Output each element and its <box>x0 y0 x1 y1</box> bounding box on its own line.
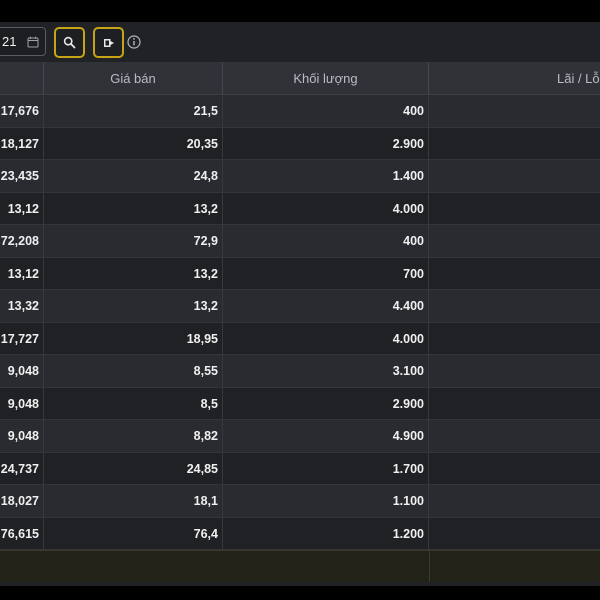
table-cell <box>429 225 600 257</box>
table-cell: 17,676 <box>0 95 44 127</box>
header-cell-sell-price[interactable]: Giá bán <box>44 62 223 95</box>
table-cell: 23,435 <box>0 160 44 192</box>
table-cell: 9,048 <box>0 420 44 452</box>
footer-separator <box>429 551 430 582</box>
table-cell: 13,2 <box>44 257 223 290</box>
table-cell <box>429 95 600 127</box>
header-cell-volume[interactable]: Khối lượng <box>223 62 429 95</box>
table-cell: 13,2 <box>44 290 223 322</box>
header-cell-profit-loss[interactable]: Lãi / Lỗ <box>557 71 600 86</box>
table-row[interactable]: 13,32 13,2 4.400 <box>0 290 600 323</box>
table-cell <box>429 323 600 355</box>
table-row[interactable]: 17,727 18,95 4.000 <box>0 322 600 355</box>
table-cell: 1.400 <box>223 160 429 192</box>
table-cell: 20,35 <box>44 127 223 160</box>
export-icon <box>103 38 114 47</box>
table-cell <box>429 258 600 290</box>
table-header: Giá bán Khối lượng Lãi / Lỗ <box>0 62 600 95</box>
table-cell <box>429 193 600 225</box>
table-row[interactable]: 9,048 8,82 4.900 <box>0 420 600 453</box>
table-row[interactable]: 9,048 8,55 3.100 <box>0 355 600 388</box>
table-cell <box>429 290 600 322</box>
table-cell: 18,1 <box>44 485 223 517</box>
table-cell: 2.900 <box>223 387 429 420</box>
table-cell: 8,5 <box>44 387 223 420</box>
table-cell: 3.100 <box>223 355 429 387</box>
table-cell: 9,048 <box>0 387 44 420</box>
date-value: 21 <box>2 34 17 49</box>
table-cell: 4.000 <box>223 322 429 355</box>
table-footer-row <box>0 550 600 582</box>
table-cell: 4.900 <box>223 420 429 452</box>
table-row[interactable]: 13,12 13,2 700 <box>0 257 600 290</box>
table-cell: 72,9 <box>44 225 223 257</box>
table-cell: 1.200 <box>223 517 429 550</box>
table-cell: 9,048 <box>0 355 44 387</box>
table-row[interactable]: 9,048 8,5 2.900 <box>0 387 600 420</box>
table-row[interactable]: 13,12 13,2 4.000 <box>0 192 600 225</box>
table-cell: 72,208 <box>0 225 44 257</box>
table-row[interactable]: 24,737 24,85 1.700 <box>0 452 600 485</box>
table-cell: 18,127 <box>0 127 44 160</box>
table-cell <box>429 453 600 485</box>
table-cell: 4.000 <box>223 192 429 225</box>
search-button[interactable] <box>54 27 85 58</box>
table-row[interactable]: 17,676 21,5 400 <box>0 95 600 128</box>
table-row[interactable]: 23,435 24,8 1.400 <box>0 160 600 193</box>
table-cell <box>429 388 600 420</box>
table-cell <box>429 518 600 550</box>
table-cell <box>429 355 600 387</box>
table-cell: 17,727 <box>0 322 44 355</box>
table-cell <box>429 485 600 517</box>
table-cell: 21,5 <box>44 95 223 127</box>
table-cell: 24,737 <box>0 452 44 485</box>
table-cell: 13,12 <box>0 257 44 290</box>
info-icon[interactable] <box>127 35 141 49</box>
table-cell: 76,4 <box>44 517 223 550</box>
table-row[interactable]: 76,615 76,4 1.200 <box>0 517 600 550</box>
table-row[interactable]: 18,127 20,35 2.900 <box>0 127 600 160</box>
calendar-icon[interactable] <box>27 36 39 48</box>
table-cell: 700 <box>223 257 429 290</box>
table-cell: 1.700 <box>223 452 429 485</box>
table-cell: 1.100 <box>223 485 429 517</box>
table-cell <box>429 420 600 452</box>
table-cell: 18,95 <box>44 322 223 355</box>
table-row[interactable]: 18,027 18,1 1.100 <box>0 485 600 518</box>
header-cell-price[interactable] <box>0 62 44 95</box>
table-cell <box>429 160 600 192</box>
table-cell: 13,2 <box>44 192 223 225</box>
table-cell <box>429 128 600 160</box>
table-cell: 8,82 <box>44 420 223 452</box>
table-cell: 13,12 <box>0 192 44 225</box>
top-black-band <box>0 0 600 22</box>
table-cell: 4.400 <box>223 290 429 322</box>
bottom-black-band <box>0 586 600 600</box>
table-cell: 400 <box>223 225 429 257</box>
table-cell: 76,615 <box>0 517 44 550</box>
toolbar: 21 <box>0 22 600 62</box>
table-cell: 13,32 <box>0 290 44 322</box>
table-cell: 24,85 <box>44 452 223 485</box>
trade-history-panel: 21 <box>0 22 600 586</box>
table-cell: 400 <box>223 95 429 127</box>
export-button[interactable] <box>93 27 124 58</box>
date-input[interactable]: 21 <box>0 27 46 56</box>
table-cell: 8,55 <box>44 355 223 387</box>
table-cell: 2.900 <box>223 127 429 160</box>
table-cell: 24,8 <box>44 160 223 192</box>
table-row[interactable]: 72,208 72,9 400 <box>0 225 600 258</box>
search-icon <box>63 36 76 49</box>
table-cell: 18,027 <box>0 485 44 517</box>
